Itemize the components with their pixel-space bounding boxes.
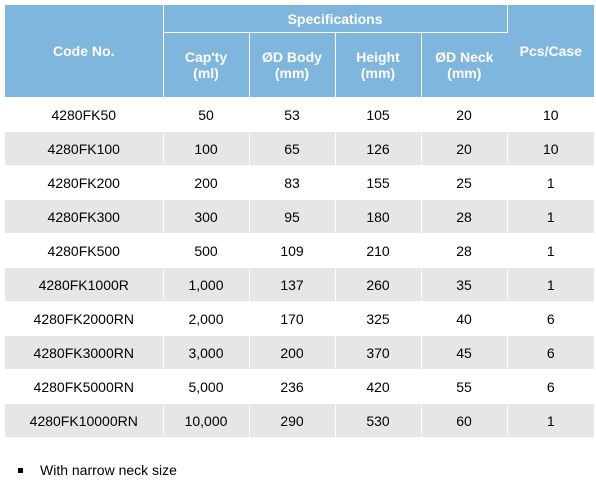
cell-body-diameter: 53 <box>249 97 336 132</box>
cell-capacity: 10,000 <box>163 403 250 438</box>
cell-height: 530 <box>335 403 422 438</box>
header-height-label: Height <box>356 49 400 65</box>
cell-neck-diameter: 25 <box>421 165 508 200</box>
table-row: 4280FK50 50 53 105 20 10 <box>5 97 595 132</box>
cell-neck-diameter: 20 <box>421 97 508 132</box>
table-header: Code No. Specifications Pcs/Case Cap'ty … <box>5 5 595 98</box>
header-pcs-per-case: Pcs/Case <box>507 5 595 98</box>
table-row: 4280FK3000RN 3,000 200 370 45 6 <box>5 335 595 370</box>
cell-body-diameter: 290 <box>249 403 336 438</box>
table-row: 4280FK100 100 65 126 20 10 <box>5 131 595 166</box>
cell-capacity: 200 <box>163 165 250 200</box>
cell-height: 325 <box>335 301 422 336</box>
footnote-text: With narrow neck size <box>40 462 177 478</box>
cell-body-diameter: 109 <box>249 233 336 268</box>
header-code-no: Code No. <box>5 5 164 98</box>
table-body: 4280FK50 50 53 105 20 10 4280FK100 100 6… <box>5 97 595 438</box>
cell-pcs-per-case: 1 <box>507 165 595 200</box>
cell-capacity: 50 <box>163 97 250 132</box>
cell-height: 260 <box>335 267 422 302</box>
header-capacity-unit: (ml) <box>193 65 219 81</box>
cell-code: 4280FK1000R <box>5 267 164 302</box>
cell-capacity: 100 <box>163 131 250 166</box>
cell-body-diameter: 137 <box>249 267 336 302</box>
cell-pcs-per-case: 6 <box>507 335 595 370</box>
cell-neck-diameter: 55 <box>421 369 508 404</box>
cell-capacity: 5,000 <box>163 369 250 404</box>
table-row: 4280FK10000RN 10,000 290 530 60 1 <box>5 403 595 438</box>
header-neck-diameter: ØD Neck (mm) <box>421 32 508 98</box>
cell-code: 4280FK300 <box>5 199 164 234</box>
cell-pcs-per-case: 1 <box>507 233 595 268</box>
table-row: 4280FK1000R 1,000 137 260 35 1 <box>5 267 595 302</box>
cell-body-diameter: 65 <box>249 131 336 166</box>
header-height: Height (mm) <box>335 32 422 98</box>
cell-pcs-per-case: 10 <box>507 97 595 132</box>
header-neck-diameter-label: ØD Neck <box>435 49 494 65</box>
cell-neck-diameter: 20 <box>421 131 508 166</box>
cell-pcs-per-case: 6 <box>507 301 595 336</box>
cell-code: 4280FK100 <box>5 131 164 166</box>
table-row: 4280FK5000RN 5,000 236 420 55 6 <box>5 369 595 404</box>
header-body-diameter-label: ØD Body <box>262 49 322 65</box>
cell-height: 420 <box>335 369 422 404</box>
table-row: 4280FK300 300 95 180 28 1 <box>5 199 595 234</box>
table-row: 4280FK500 500 109 210 28 1 <box>5 233 595 268</box>
header-body-diameter: ØD Body (mm) <box>249 32 336 98</box>
cell-pcs-per-case: 10 <box>507 131 595 166</box>
header-capacity: Cap'ty (ml) <box>163 32 250 98</box>
cell-height: 126 <box>335 131 422 166</box>
cell-height: 105 <box>335 97 422 132</box>
header-neck-diameter-unit: (mm) <box>447 65 482 81</box>
table-row: 4280FK200 200 83 155 25 1 <box>5 165 595 200</box>
cell-body-diameter: 83 <box>249 165 336 200</box>
cell-height: 370 <box>335 335 422 370</box>
cell-code: 4280FK2000RN <box>5 301 164 336</box>
cell-code: 4280FK10000RN <box>5 403 164 438</box>
cell-code: 4280FK50 <box>5 97 164 132</box>
cell-body-diameter: 236 <box>249 369 336 404</box>
cell-neck-diameter: 28 <box>421 199 508 234</box>
cell-code: 4280FK3000RN <box>5 335 164 370</box>
cell-pcs-per-case: 1 <box>507 267 595 302</box>
cell-neck-diameter: 35 <box>421 267 508 302</box>
cell-code: 4280FK500 <box>5 233 164 268</box>
header-body-diameter-unit: (mm) <box>274 65 310 81</box>
cell-neck-diameter: 60 <box>421 403 508 438</box>
table-row: 4280FK2000RN 2,000 170 325 40 6 <box>5 301 595 336</box>
header-height-unit: (mm) <box>360 65 396 81</box>
footnote: With narrow neck size <box>18 462 177 478</box>
cell-body-diameter: 200 <box>249 335 336 370</box>
cell-body-diameter: 95 <box>249 199 336 234</box>
cell-height: 180 <box>335 199 422 234</box>
cell-height: 155 <box>335 165 422 200</box>
cell-capacity: 3,000 <box>163 335 250 370</box>
cell-code: 4280FK200 <box>5 165 164 200</box>
cell-body-diameter: 170 <box>249 301 336 336</box>
cell-height: 210 <box>335 233 422 268</box>
square-bullet-icon <box>18 467 23 473</box>
cell-capacity: 2,000 <box>163 301 250 336</box>
header-specifications: Specifications <box>163 5 508 33</box>
cell-pcs-per-case: 6 <box>507 369 595 404</box>
cell-capacity: 1,000 <box>163 267 250 302</box>
header-capacity-label: Cap'ty <box>184 49 228 65</box>
cell-capacity: 500 <box>163 233 250 268</box>
cell-code: 4280FK5000RN <box>5 369 164 404</box>
specifications-table: Code No. Specifications Pcs/Case Cap'ty … <box>5 5 595 438</box>
cell-pcs-per-case: 1 <box>507 403 595 438</box>
cell-neck-diameter: 45 <box>421 335 508 370</box>
cell-pcs-per-case: 1 <box>507 199 595 234</box>
cell-neck-diameter: 28 <box>421 233 508 268</box>
cell-neck-diameter: 40 <box>421 301 508 336</box>
cell-capacity: 300 <box>163 199 250 234</box>
